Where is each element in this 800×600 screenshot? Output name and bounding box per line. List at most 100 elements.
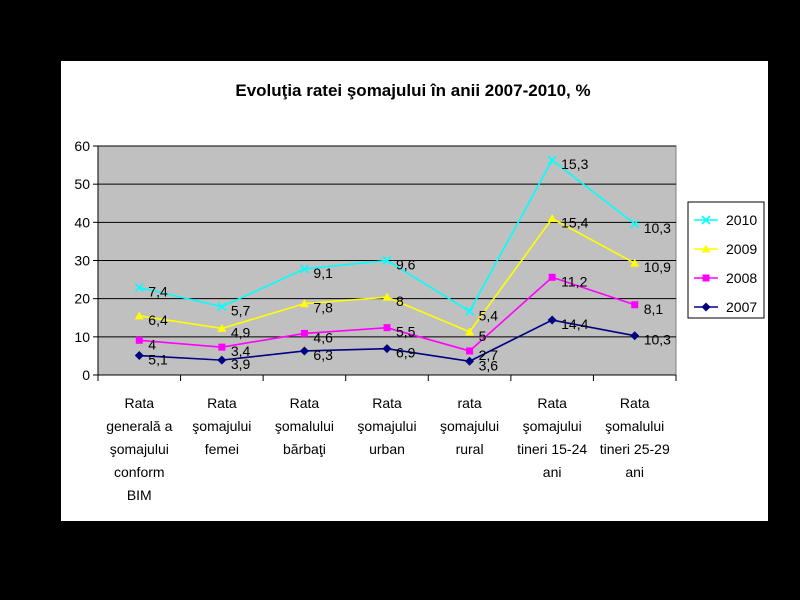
- x-category-line: femei: [205, 441, 239, 457]
- x-category-line: rata: [458, 395, 482, 411]
- marker-shape: [701, 244, 711, 253]
- marker-shape: [299, 346, 309, 356]
- data-point-2008: [383, 324, 391, 332]
- data-point-2010: [382, 255, 392, 266]
- data-point-2009: [630, 258, 640, 267]
- data-label-2007: 6,9: [396, 345, 416, 361]
- chart-canvas: Evoluţia ratei şomajului în anii 2007-20…: [74, 81, 765, 503]
- x-category-line: Rata: [207, 395, 237, 411]
- data-point-2008: [548, 273, 556, 281]
- x-category-line: şomajului: [357, 418, 416, 434]
- x-category-line: şomalului: [605, 418, 664, 434]
- legend-box: [687, 201, 765, 319]
- legend-marker: [701, 244, 711, 253]
- data-point-2010: [299, 264, 309, 274]
- data-label-2009: 4,9: [231, 324, 251, 340]
- legend-label: 2008: [726, 270, 757, 286]
- marker-shape: [702, 274, 710, 282]
- data-label-2008: 4,6: [313, 329, 333, 345]
- data-point-2008: [135, 336, 143, 344]
- plot-area: 0 10 20 30 40 50 60 Rata generală a şomajului conf…: [74, 138, 677, 503]
- data-label-2008: 4: [148, 336, 156, 352]
- data-label-2010: 15,3: [561, 156, 588, 172]
- data-label-2009: 6,4: [148, 312, 168, 328]
- marker-shape: [135, 336, 143, 344]
- marker-shape: [217, 355, 227, 365]
- data-point-2007: [630, 331, 640, 341]
- x-category-line: şomajului: [523, 418, 582, 434]
- marker-shape: [701, 215, 711, 225]
- data-label-2010: 5,7: [231, 303, 251, 319]
- data-label-2007: 10,3: [644, 332, 671, 348]
- data-label-2007: 3,6: [479, 357, 499, 373]
- data-point-2007: [382, 344, 392, 354]
- y-tick-label: 30: [74, 253, 90, 269]
- data-label-2008: 5,5: [396, 324, 416, 340]
- x-category-line: BIM: [127, 487, 152, 503]
- x-category-line: Rata: [537, 395, 567, 411]
- data-point-2010: [134, 283, 144, 293]
- data-point-2009: [465, 327, 475, 336]
- marker-shape: [300, 329, 308, 337]
- data-label-2009: 5: [479, 328, 487, 344]
- marker-shape: [701, 302, 711, 312]
- y-tick-label: 10: [74, 329, 90, 345]
- data-label-2009: 8: [396, 293, 404, 309]
- legend-marker: [701, 302, 711, 312]
- marker-shape: [134, 283, 144, 293]
- x-category-line: tineri 25-29: [600, 441, 670, 457]
- marker-shape: [134, 311, 144, 320]
- data-label-2010: 5,4: [479, 307, 499, 323]
- x-category-label: Rata generală a şomajului conform BIM: [106, 395, 172, 503]
- y-tick-label: 20: [74, 291, 90, 307]
- data-label-2008: 11,2: [561, 273, 587, 289]
- data-point-2008: [466, 347, 474, 355]
- data-point-2007: [547, 315, 557, 325]
- x-category-label: Rata şomajului femei: [192, 395, 251, 457]
- data-point-2007: [134, 351, 144, 361]
- x-category-line: şomajului: [440, 418, 499, 434]
- legend-label: 2009: [726, 241, 757, 257]
- y-tick-label: 0: [82, 367, 90, 383]
- legend-label: 2010: [726, 212, 757, 228]
- marker-shape: [466, 347, 474, 355]
- data-label-2007: 3,9: [231, 356, 251, 372]
- x-category-line: Rata: [290, 395, 320, 411]
- marker-shape: [547, 315, 557, 325]
- y-tick-label: 60: [74, 138, 90, 154]
- marker-shape: [465, 306, 475, 316]
- y-tick-label: 40: [74, 214, 90, 230]
- x-category-line: şomajului: [110, 441, 169, 457]
- x-category-line: şomalului: [275, 418, 334, 434]
- marker-shape: [218, 343, 226, 351]
- marker-shape: [548, 273, 556, 281]
- x-category-line: conform: [114, 464, 165, 480]
- marker-shape: [382, 292, 392, 301]
- data-point-2007: [299, 346, 309, 356]
- legend: 2010 2009 2008 2007: [687, 201, 765, 319]
- data-label-2007: 5,1: [148, 352, 168, 368]
- x-category-line: bărbaţi: [283, 441, 326, 457]
- y-tick-label: 50: [74, 176, 90, 192]
- data-label-2007: 14,4: [561, 316, 588, 332]
- marker-shape: [547, 155, 557, 165]
- data-point-2009: [134, 311, 144, 320]
- chart-title: Evoluţia ratei şomajului în anii 2007-20…: [235, 81, 590, 100]
- marker-shape: [134, 351, 144, 361]
- data-point-2008: [218, 343, 226, 351]
- x-category-label: Rata şomalului tineri 25-29 ani: [600, 395, 670, 480]
- x-category-label: Rata şomajului tineri 15-24 ani: [517, 395, 587, 480]
- data-point-2007: [217, 355, 227, 365]
- data-label-2009: 7,8: [313, 300, 333, 316]
- marker-shape: [299, 264, 309, 274]
- x-category-label: Rata şomalului bărbaţi: [275, 395, 334, 457]
- marker-shape: [382, 344, 392, 354]
- data-label-2007: 6,3: [313, 347, 333, 363]
- x-category-line: Rata: [620, 395, 650, 411]
- legend-marker: [701, 215, 711, 225]
- marker-shape: [630, 331, 640, 341]
- data-point-2009: [299, 299, 309, 308]
- data-point-2009: [547, 214, 557, 223]
- x-category-line: Rata: [372, 395, 402, 411]
- data-label-2010: 10,3: [644, 220, 671, 236]
